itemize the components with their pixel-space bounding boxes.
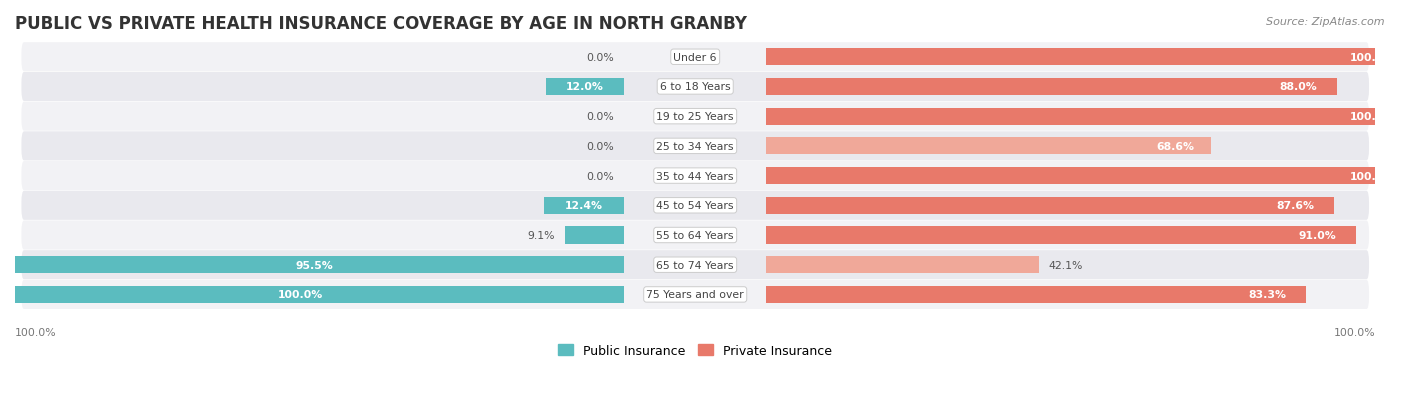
Bar (0, 286, 624, 303)
Text: 75 Years and over: 75 Years and over (647, 290, 744, 300)
FancyBboxPatch shape (21, 191, 1369, 220)
Text: 6 to 18 Years: 6 to 18 Years (659, 82, 731, 92)
Text: 19 to 25 Years: 19 to 25 Years (657, 112, 734, 122)
Bar (766, 78, 1337, 96)
Bar (766, 138, 1211, 155)
Text: 100.0%: 100.0% (1350, 171, 1395, 181)
Text: 100.0%: 100.0% (1350, 112, 1395, 122)
Bar (544, 197, 624, 214)
FancyBboxPatch shape (21, 73, 1369, 102)
Text: 0.0%: 0.0% (586, 142, 614, 152)
FancyBboxPatch shape (21, 280, 1369, 309)
Text: 68.6%: 68.6% (1157, 142, 1195, 152)
Text: 100.0%: 100.0% (15, 328, 56, 337)
FancyBboxPatch shape (21, 161, 1369, 191)
Text: 12.4%: 12.4% (565, 201, 603, 211)
Text: 95.5%: 95.5% (295, 260, 333, 270)
Bar (766, 197, 1334, 214)
Bar (766, 256, 1039, 274)
Text: 83.3%: 83.3% (1249, 290, 1286, 300)
FancyBboxPatch shape (21, 43, 1369, 72)
Text: 0.0%: 0.0% (586, 52, 614, 63)
Bar (6, 256, 624, 274)
Text: 25 to 34 Years: 25 to 34 Years (657, 142, 734, 152)
Bar (546, 78, 624, 96)
Bar (766, 286, 1306, 303)
Text: 45 to 54 Years: 45 to 54 Years (657, 201, 734, 211)
Text: 12.0%: 12.0% (567, 82, 605, 92)
Text: 100.0%: 100.0% (1334, 328, 1375, 337)
Text: 42.1%: 42.1% (1049, 260, 1083, 270)
Text: 9.1%: 9.1% (527, 230, 555, 240)
Text: 0.0%: 0.0% (586, 171, 614, 181)
Bar (565, 227, 624, 244)
FancyBboxPatch shape (21, 132, 1369, 161)
Text: Under 6: Under 6 (673, 52, 717, 63)
Text: Source: ZipAtlas.com: Source: ZipAtlas.com (1267, 17, 1385, 26)
Legend: Public Insurance, Private Insurance: Public Insurance, Private Insurance (554, 339, 837, 362)
FancyBboxPatch shape (21, 102, 1369, 131)
Bar (766, 168, 1406, 185)
FancyBboxPatch shape (21, 221, 1369, 250)
Text: PUBLIC VS PRIVATE HEALTH INSURANCE COVERAGE BY AGE IN NORTH GRANBY: PUBLIC VS PRIVATE HEALTH INSURANCE COVER… (15, 15, 747, 33)
Text: 100.0%: 100.0% (277, 290, 322, 300)
Text: 55 to 64 Years: 55 to 64 Years (657, 230, 734, 240)
Bar (766, 49, 1406, 66)
Text: 87.6%: 87.6% (1277, 201, 1315, 211)
Text: 0.0%: 0.0% (586, 112, 614, 122)
Text: 100.0%: 100.0% (1350, 52, 1395, 63)
Bar (766, 108, 1406, 126)
FancyBboxPatch shape (21, 251, 1369, 280)
Text: 35 to 44 Years: 35 to 44 Years (657, 171, 734, 181)
Bar (766, 227, 1355, 244)
Text: 65 to 74 Years: 65 to 74 Years (657, 260, 734, 270)
Text: 91.0%: 91.0% (1299, 230, 1337, 240)
Text: 88.0%: 88.0% (1279, 82, 1317, 92)
